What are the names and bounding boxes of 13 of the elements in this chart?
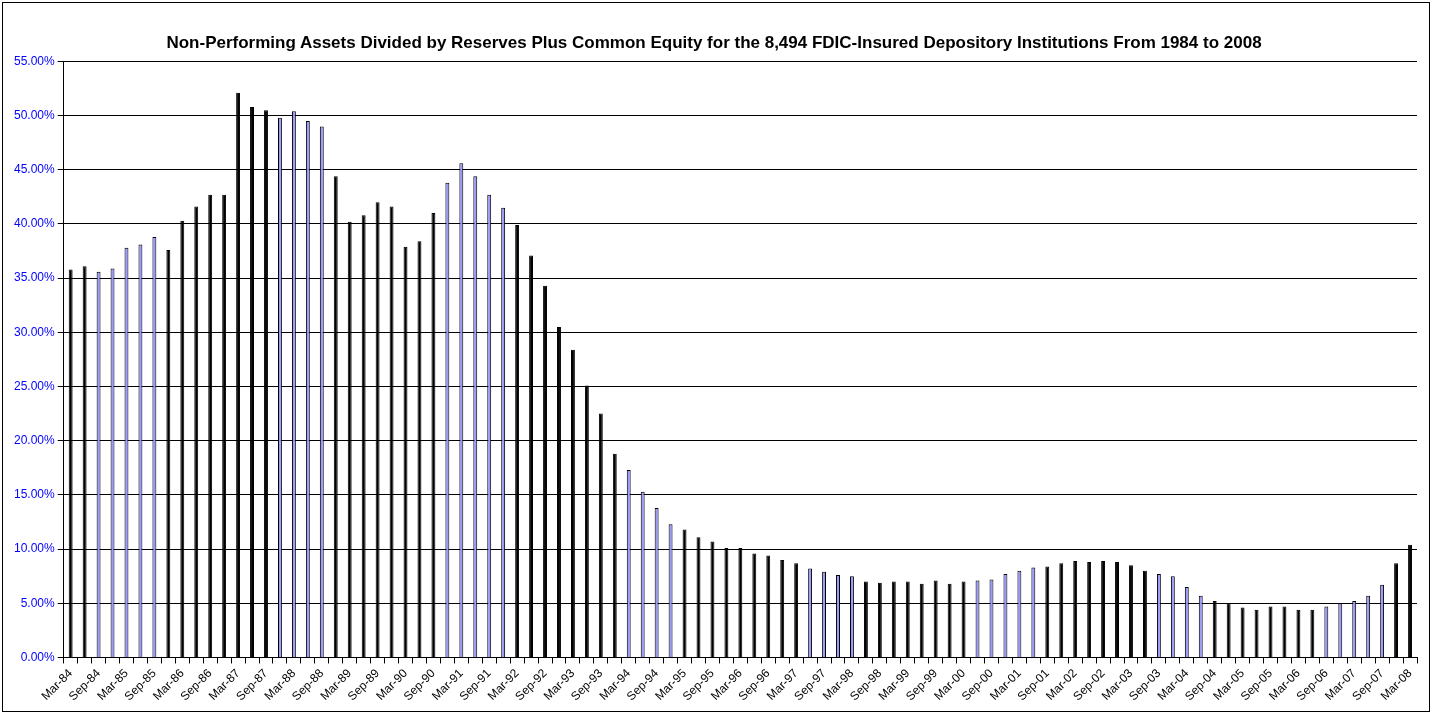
- y-tick-label: 45.00%: [14, 162, 56, 177]
- y-tick-label: 15.00%: [14, 487, 56, 502]
- y-tick-label: 30.00%: [14, 324, 56, 339]
- y-tick-label: 55.00%: [14, 53, 56, 68]
- y-tick-label: 0.00%: [20, 649, 56, 664]
- y-tick-label: 40.00%: [14, 216, 56, 231]
- chart-title: Non-Performing Assets Divided by Reserves Plus Common Equity for the 8,494 FDIC-Insured Depository Institutions From 1984 to 2008: [166, 32, 1262, 52]
- y-tick-label: 5.00%: [20, 595, 56, 610]
- y-tick-label: 20.00%: [14, 433, 56, 448]
- y-tick-label: 50.00%: [14, 107, 56, 122]
- y-tick-label: 25.00%: [14, 378, 56, 393]
- y-tick-label: 35.00%: [14, 270, 56, 285]
- y-tick-label: 10.00%: [14, 541, 56, 556]
